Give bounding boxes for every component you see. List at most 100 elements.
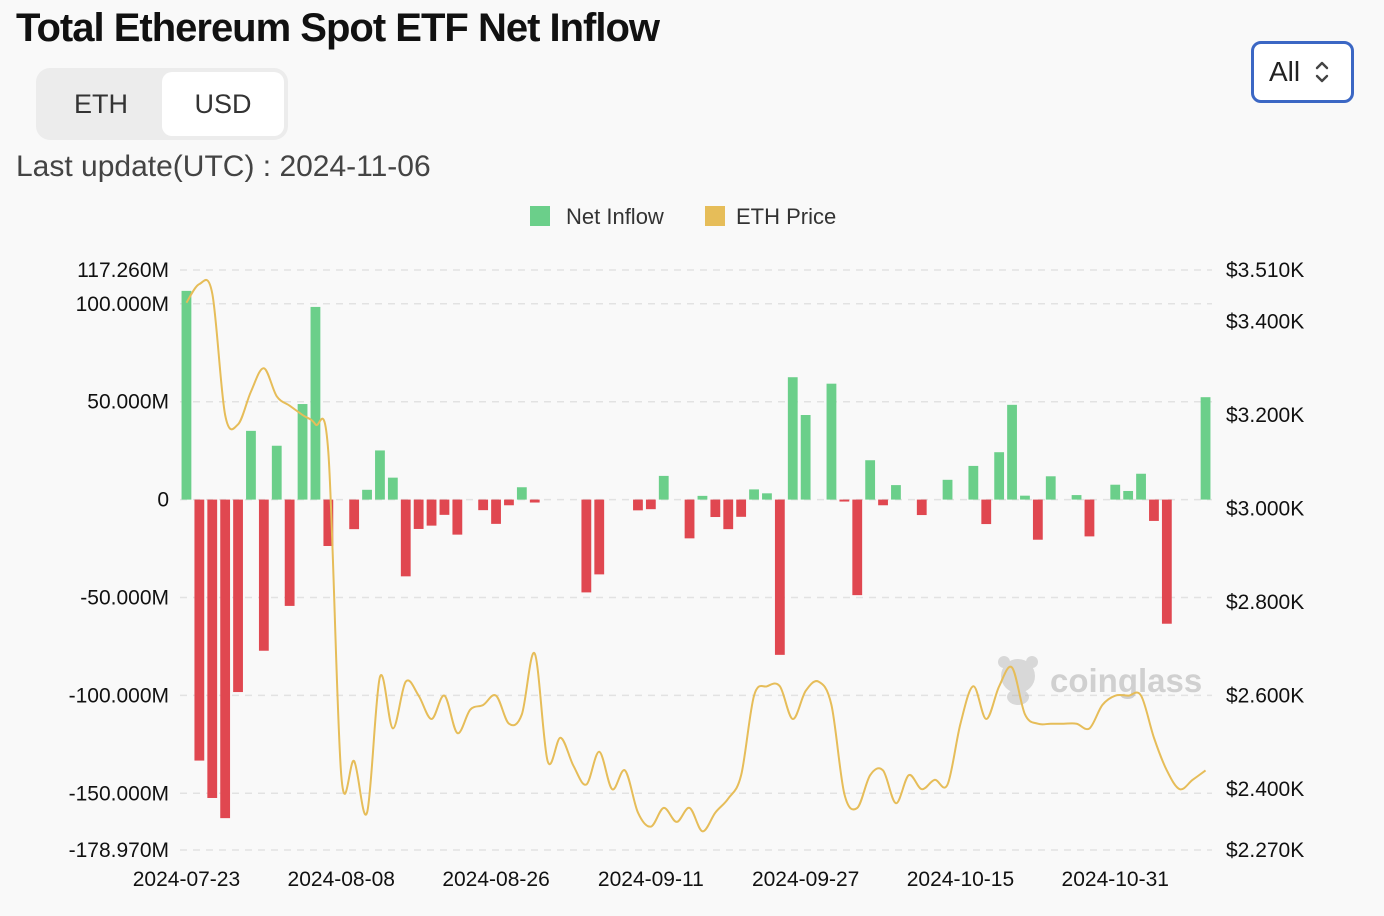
- coinglass-watermark: coinglass: [998, 656, 1202, 705]
- net-inflow-bar-9: [297, 404, 308, 500]
- net-inflow-bar-11: [323, 499, 334, 546]
- net-inflow-bar-14: [362, 489, 372, 500]
- net-inflow-bar-46: [774, 499, 785, 655]
- net-inflow-bar-72: [1110, 484, 1121, 500]
- net-inflow-bar-45: [762, 493, 772, 500]
- x-tick-label-3: 2024-09-11: [598, 868, 704, 891]
- net-inflow-bar-23: [478, 499, 489, 511]
- net-inflow-bar-40: [697, 495, 708, 500]
- time-range-value: All: [1269, 56, 1301, 87]
- net-inflow-bar-75: [1149, 499, 1159, 521]
- net-inflow-bar-50: [826, 383, 837, 500]
- y-left-tick-label-4: -50.000M: [80, 586, 169, 609]
- net-inflow-bar-4: [233, 499, 243, 693]
- net-inflow-bar-55: [891, 485, 901, 500]
- coinglass-logo-icon: [998, 656, 1038, 705]
- x-tick-label-6: 2024-10-31: [1062, 868, 1169, 891]
- legend-swatch-net-inflow[interactable]: [530, 206, 550, 226]
- time-range-select[interactable]: All: [1251, 41, 1354, 103]
- currency-option-usd[interactable]: USD: [162, 72, 284, 136]
- net-inflow-bar-6: [258, 499, 269, 651]
- net-inflow-bar-32: [594, 499, 605, 575]
- net-inflow-bar-18: [413, 499, 424, 529]
- chevron-up-down-icon: [1315, 61, 1329, 83]
- y-right-tick-label-2: $3.200K: [1226, 404, 1304, 427]
- net-inflow-bar-15: [375, 450, 385, 500]
- net-inflow-bar-25: [504, 499, 514, 506]
- net-inflow-bar-53: [865, 460, 876, 500]
- net-inflow-bar-42: [723, 499, 734, 530]
- y-left-tick-label-5: -100.000M: [69, 684, 169, 707]
- net-inflow-bar-27: [529, 499, 540, 503]
- net-inflow-bar-79: [1200, 397, 1211, 500]
- currency-option-eth[interactable]: ETH: [74, 88, 128, 119]
- y-left-tick-label-2: 50.000M: [87, 391, 169, 414]
- net-inflow-bar-20: [439, 499, 450, 515]
- net-inflow-bar-67: [1045, 476, 1056, 500]
- net-inflow-bar-69: [1071, 495, 1082, 500]
- legend-swatch-eth-price[interactable]: [705, 206, 725, 226]
- net-inflow-bar-21: [452, 499, 463, 535]
- y-right-tick-label-4: $2.800K: [1226, 591, 1304, 614]
- net-inflow-bar-1: [194, 499, 205, 761]
- net-inflow-bar-73: [1123, 490, 1134, 500]
- net-inflow-bar-5: [246, 430, 256, 500]
- x-tick-label-2: 2024-08-26: [442, 868, 549, 891]
- net-inflow-bar-74: [1136, 473, 1146, 500]
- net-inflow-bar-7: [271, 445, 282, 500]
- net-inflow-bar-17: [400, 499, 411, 577]
- net-inflow-bar-47: [787, 377, 798, 500]
- y-left-tick-label-3: 0: [157, 489, 169, 512]
- last-update-text: Last update(UTC) : 2024-11-06: [16, 150, 431, 183]
- y-right-tick-label-7: $2.270K: [1226, 839, 1304, 862]
- net-inflow-bar-31: [581, 499, 592, 593]
- y-right-tick-label-0: $3.510K: [1226, 259, 1304, 282]
- net-inflow-bar-62: [981, 499, 992, 525]
- net-inflow-bar-39: [684, 499, 695, 539]
- net-inflow-bar-54: [878, 499, 888, 506]
- legend-label-eth-price[interactable]: ETH Price: [736, 204, 836, 229]
- net-inflow-bar-63: [994, 452, 1005, 500]
- net-inflow-bar-52: [852, 499, 863, 596]
- net-inflow-bar-0: [181, 290, 192, 500]
- page-title: Total Ethereum Spot ETF Net Inflow: [16, 6, 660, 50]
- y-right-tick-label-1: $3.400K: [1226, 310, 1304, 333]
- chart-legend: Net Inflow ETH Price: [530, 204, 836, 229]
- net-inflow-bar-19: [426, 499, 437, 526]
- x-tick-label-1: 2024-08-08: [288, 868, 395, 891]
- x-tick-label-0: 2024-07-23: [133, 868, 240, 891]
- net-inflow-bar-16: [387, 477, 398, 500]
- net-inflow-bar-24: [491, 499, 501, 524]
- net-inflow-bar-59: [942, 479, 953, 500]
- net-inflow-bar-35: [633, 499, 643, 511]
- eth-price-line: [185, 278, 1207, 833]
- watermark-text: coinglass: [1050, 662, 1202, 699]
- net-inflow-bar-10: [310, 306, 321, 500]
- legend-label-net-inflow[interactable]: Net Inflow: [566, 204, 664, 229]
- net-inflow-bar-2: [207, 499, 218, 798]
- net-inflow-bar-3: [220, 499, 231, 819]
- y-left-tick-label-1: 100.000M: [76, 293, 169, 316]
- y-left-tick-label-6: -150.000M: [69, 782, 169, 805]
- net-inflow-bar-76: [1161, 499, 1172, 624]
- net-inflow-bar-61: [968, 465, 979, 500]
- x-tick-label-4: 2024-09-27: [752, 868, 859, 891]
- net-inflow-bar-51: [839, 499, 850, 502]
- x-tick-label-5: 2024-10-15: [907, 868, 1014, 891]
- etf-net-inflow-chart: Net Inflow ETH Price coinglass 117.260M 1…: [69, 204, 1305, 891]
- y-right-tick-label-6: $2.400K: [1226, 778, 1304, 801]
- currency-toggle: ETH USD: [36, 68, 288, 140]
- net-inflow-bar-41: [710, 499, 721, 518]
- net-inflow-bar-65: [1020, 495, 1030, 500]
- net-inflow-bar-36: [645, 499, 656, 510]
- net-inflow-bar-37: [658, 475, 669, 500]
- y-left-tick-label-7: -178.970M: [69, 839, 169, 862]
- net-inflow-bar-13: [349, 499, 360, 530]
- y-right-tick-label-3: $3.000K: [1226, 498, 1304, 521]
- y-right-tick-label-5: $2.600K: [1226, 685, 1304, 708]
- net-inflow-bar-26: [516, 487, 527, 500]
- net-inflow-bar-48: [800, 415, 811, 500]
- net-inflow-bar-57: [916, 499, 927, 516]
- net-inflow-bar-44: [749, 489, 759, 500]
- net-inflow-bar-70: [1084, 499, 1095, 537]
